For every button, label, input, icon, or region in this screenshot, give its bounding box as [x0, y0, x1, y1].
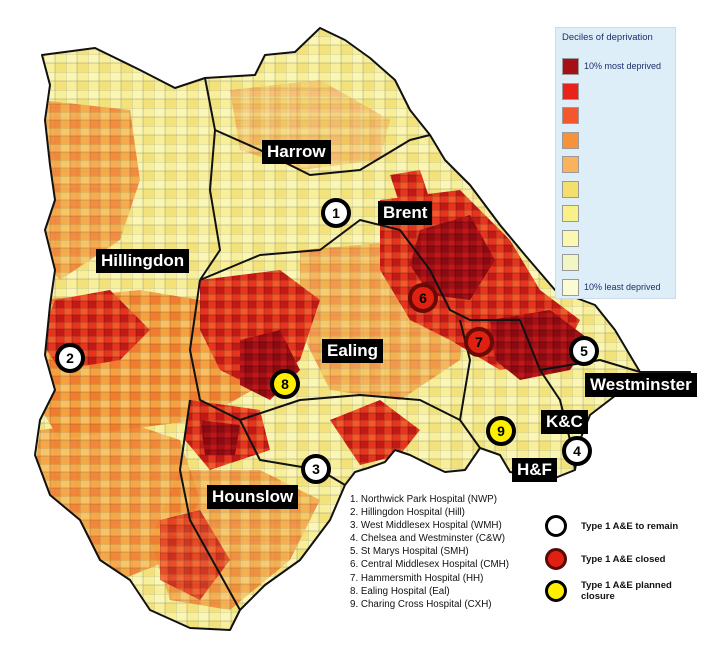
hospital-marker-8: 8 [270, 369, 300, 399]
remain-key-icon [545, 515, 567, 537]
borough-label-brent: Brent [378, 201, 433, 225]
hospital-list-item: 8. Ealing Hospital (Eal) [350, 585, 450, 597]
hospital-list: 1. Northwick Park Hospital (NWP) 2. Hill… [350, 493, 540, 611]
legend-swatch-9 [562, 254, 579, 271]
key-closed-label: Type 1 A&E closed [581, 553, 666, 565]
legend-swatch-6 [562, 180, 579, 198]
borough-label-kc: K&C [541, 410, 588, 434]
hospital-list-item: 5. St Marys Hospital (SMH) [350, 546, 469, 558]
key-remain-label: Type 1 A&E to remain [581, 520, 679, 532]
hospital-list-item: 1. Northwick Park Hospital (NWP) [350, 494, 497, 505]
hospital-list-item: 9. Charing Cross Hospital (CXH) [350, 598, 492, 610]
legend-swatch-1 [562, 58, 579, 75]
hospital-marker-3: 3 [301, 454, 331, 484]
hospital-list-item: 4. Chelsea and Westminster (C&W) [350, 533, 505, 545]
hospital-marker-2: 2 [55, 343, 85, 373]
legend-swatch-7 [562, 205, 579, 222]
hospital-marker-4: 4 [562, 436, 592, 466]
legend-swatch-3 [562, 107, 579, 124]
deprivation-legend: Deciles of deprivation 10% most deprived… [555, 27, 676, 299]
hospital-list-item: 2. Hillingdon Hospital (Hill) [350, 507, 465, 519]
closed-key-icon [545, 548, 567, 570]
legend-swatch-8 [562, 229, 579, 247]
key-planned: Type 1 A&E planned closure [545, 580, 681, 602]
borough-label-hillingdon: Hillingdon [96, 249, 190, 273]
hospital-marker-1: 1 [321, 198, 351, 228]
legend-label-10: 10% least deprived [584, 281, 661, 292]
hospital-list-item: 6. Central Middlesex Hospital (CMH) [350, 559, 509, 571]
hospital-list-item: 3. West Middlesex Hospital (WMH) [350, 520, 502, 532]
key-remain: Type 1 A&E to remain [545, 515, 681, 537]
borough-label-westminster: Westminster [585, 373, 697, 397]
borough-label-harrow: Harrow [262, 140, 331, 164]
hospital-marker-5: 5 [569, 336, 599, 366]
planned-key-icon [545, 580, 567, 602]
legend-swatch-4 [562, 131, 579, 149]
borough-label-hf: H&F [512, 458, 557, 482]
hospital-list-item: 7. Hammersmith Hospital (HH) [350, 572, 484, 584]
hospital-marker-6: 6 [408, 283, 438, 313]
borough-label-hounslow: Hounslow [207, 485, 299, 509]
legend-swatch-2 [562, 82, 579, 100]
legend-swatch-10 [562, 278, 579, 296]
legend-title: Deciles of deprivation [562, 32, 653, 43]
legend-label-1: 10% most deprived [584, 61, 662, 71]
key-closed: Type 1 A&E closed [545, 548, 681, 570]
hospital-marker-9: 9 [486, 416, 516, 446]
borough-label-ealing: Ealing [322, 339, 384, 363]
key-planned-label: Type 1 A&E planned closure [581, 580, 672, 602]
legend-swatch-5 [562, 156, 579, 173]
hospital-marker-7: 7 [464, 327, 494, 357]
